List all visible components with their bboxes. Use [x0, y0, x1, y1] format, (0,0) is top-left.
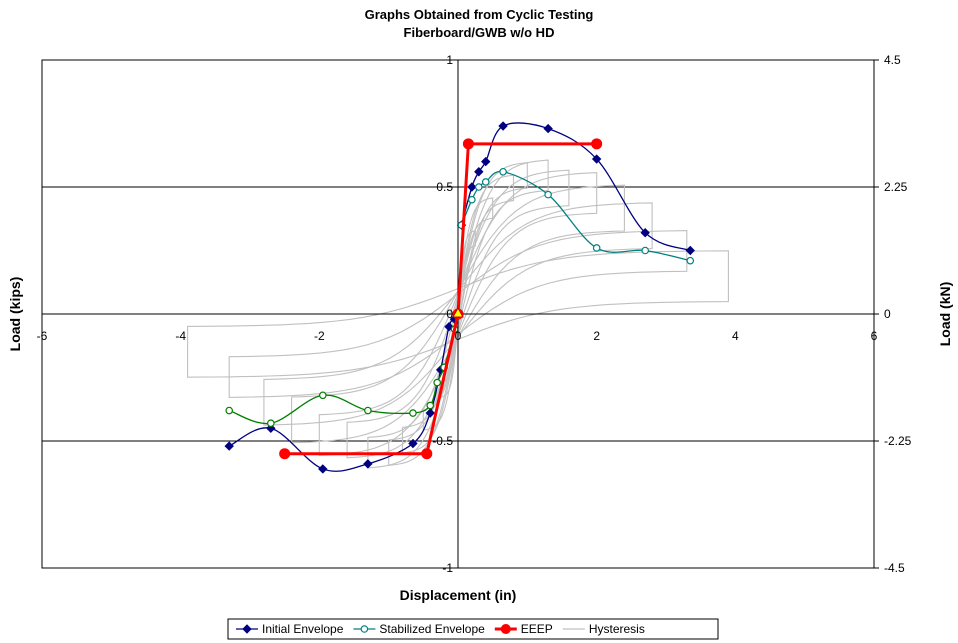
x-tick-label-2: -2	[314, 329, 325, 343]
chart-subtitle: Fiberboard/GWB w/o HD	[404, 25, 555, 40]
point-initial-envelope-10	[467, 182, 477, 192]
point-stabilized-envelope-16	[641, 246, 650, 255]
hysteresis-loop-10	[187, 250, 729, 378]
legend-box	[227, 618, 719, 640]
point-eeep-4	[591, 138, 603, 150]
point-stabilized-envelope-1	[266, 419, 275, 428]
y-axis-title: Load (kips)	[7, 277, 23, 352]
point-stabilized-envelope-6	[433, 378, 442, 387]
y2-tick-label-3: 2.25	[884, 180, 908, 194]
legend-swatch-marker-initial-envelope	[242, 624, 252, 634]
point-eeep-1	[421, 448, 433, 460]
point-stabilized-envelope-13	[499, 167, 507, 176]
point-stabilized-envelope-5	[426, 401, 435, 410]
legend-label-stabilized-envelope: Stabilized Envelope	[379, 622, 485, 636]
point-initial-envelope-13	[498, 121, 508, 131]
x-axis-title: Displacement (in)	[400, 587, 517, 603]
y-tick-label-1: -0.5	[432, 434, 453, 448]
point-stabilized-envelope-11	[474, 183, 483, 191]
point-eeep-3	[462, 138, 474, 150]
point-stabilized-envelope-0	[225, 406, 234, 415]
point-initial-envelope-7	[444, 321, 454, 332]
legend-label-eeep: EEEP	[521, 622, 553, 636]
point-initial-envelope-14	[543, 123, 553, 134]
point-stabilized-envelope-3	[364, 406, 372, 415]
y-tick-label-2: 0	[446, 307, 453, 321]
y-tick-label-3: 0.5	[436, 180, 453, 194]
point-initial-envelope-16	[640, 228, 650, 238]
point-stabilized-envelope-10	[468, 195, 476, 204]
point-stabilized-envelope-2	[318, 391, 327, 400]
y2-tick-label-0: -4.5	[884, 561, 905, 575]
series-layer	[224, 121, 695, 474]
hysteresis-loop-8	[263, 202, 653, 426]
y2-tick-label-4: 4.5	[884, 53, 901, 67]
tick-labels: -6 -4 -2 0 2 4 6 -1 -0.5 0 0.5 1 -4.5 -2.25 0 2.25 4.5	[37, 53, 912, 575]
point-stabilized-envelope-15	[592, 244, 601, 252]
legend-swatch-marker-eeep	[500, 624, 511, 634]
hysteresis-loop-9	[228, 230, 688, 398]
point-initial-envelope-5	[425, 408, 435, 418]
x-tick-label-1: -4	[175, 329, 186, 343]
y-tick-label-0: -1	[442, 561, 453, 575]
point-stabilized-envelope-14	[544, 190, 552, 199]
legend-item-initial-envelope: Initial Envelope	[236, 622, 344, 636]
x-tick-label-5: 4	[732, 329, 739, 343]
legend-item-stabilized-envelope: Stabilized Envelope	[353, 622, 485, 636]
point-eeep-0	[279, 448, 291, 460]
point-initial-envelope-11	[474, 167, 484, 177]
y-tick-label-4: 1	[446, 53, 453, 67]
x-tick-label-4: 2	[593, 329, 600, 343]
legend-label-hysteresis: Hysteresis	[589, 622, 645, 636]
legend: Initial Envelope Stabilized Envelope EEEP H…	[236, 622, 645, 636]
x-tick-label-3: 0	[455, 329, 462, 343]
point-initial-envelope-15	[591, 154, 602, 164]
point-initial-envelope-2	[318, 464, 328, 474]
legend-swatch-marker-stabilized-envelope	[360, 625, 369, 633]
point-initial-envelope-12	[481, 156, 491, 167]
origin-marker	[452, 306, 464, 318]
point-initial-envelope-3	[363, 459, 373, 469]
y2-axis-title: Load (kN)	[937, 282, 953, 347]
point-initial-envelope-17	[685, 245, 695, 256]
legend-item-eeep: EEEP	[494, 622, 553, 636]
y2-tick-label-2: 0	[884, 307, 891, 321]
point-stabilized-envelope-12	[481, 178, 490, 186]
x-tick-label-0: -6	[37, 329, 48, 343]
hysteresis-loop-5	[346, 169, 570, 459]
point-initial-envelope-0	[224, 441, 234, 451]
point-stabilized-envelope-17	[686, 256, 695, 265]
y2-tick-label-1: -2.25	[884, 434, 912, 448]
x-tick-label-6: 6	[871, 329, 878, 343]
legend-item-hysteresis: Hysteresis	[562, 622, 645, 636]
chart-title: Graphs Obtained from Cyclic Testing	[365, 7, 594, 22]
point-initial-envelope-4	[408, 438, 418, 449]
legend-label-initial-envelope: Initial Envelope	[262, 622, 344, 636]
point-stabilized-envelope-4	[409, 409, 417, 417]
hysteresis-loop-6	[318, 172, 598, 456]
